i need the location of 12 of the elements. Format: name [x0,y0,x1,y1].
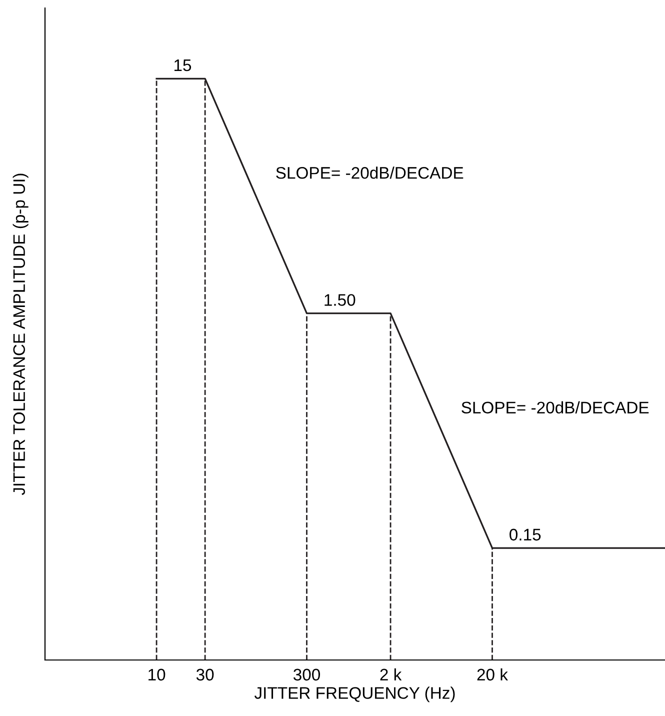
x-axis-title: JITTER FREQUENCY (Hz) [254,686,455,702]
x-tick-label: 10 [148,668,166,681]
x-tick-label: 300 [293,668,320,681]
annotation: SLOPE= -20dB/DECADE [462,401,649,414]
annotation: SLOPE= -20dB/DECADE [276,166,464,179]
data-label: 0.15 [510,528,541,541]
y-axis-title: JITTER TOLERANCE AMPLITUDE (p-p UI) [12,174,28,496]
x-tick-label: 2 k [380,668,402,680]
x-tick-label: 20 k [477,668,508,681]
data-label: 1.50 [324,294,356,306]
x-tick-label: 30 [196,668,214,681]
data-label: 15 [174,60,192,72]
